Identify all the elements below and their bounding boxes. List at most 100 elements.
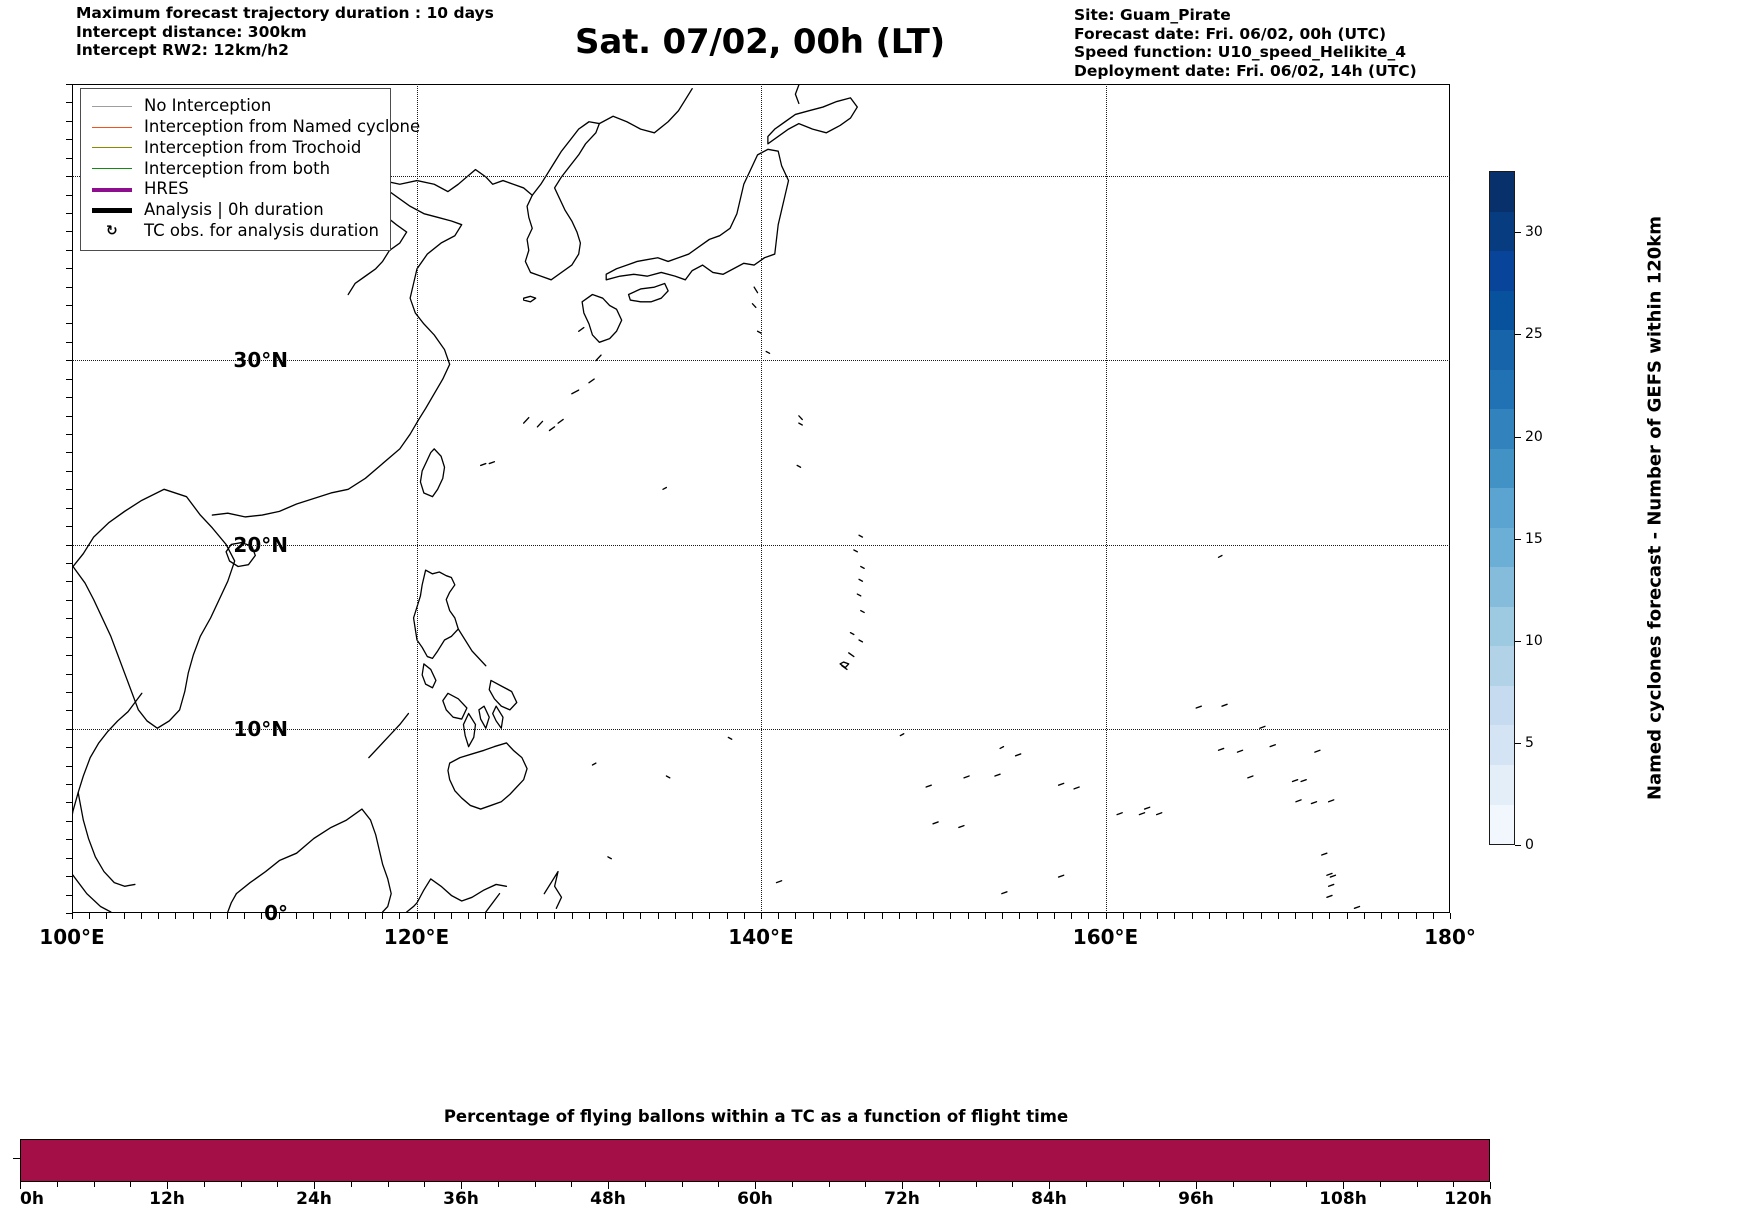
longitude-gridline (1105, 84, 1107, 913)
longitude-label: 100°E (39, 925, 105, 949)
colorbar-tick (1515, 742, 1521, 744)
legend-color-swatch (89, 207, 135, 213)
latitude-tick (66, 231, 72, 233)
latitude-tick (66, 341, 72, 343)
longitude-tick (261, 913, 263, 919)
latitude-tick (66, 857, 72, 859)
colorbar-segment (1490, 725, 1514, 765)
bottom-chart-tick-label: 36h (443, 1189, 479, 1209)
latitude-label: 30°N (233, 348, 288, 373)
latitude-tick (66, 489, 72, 491)
longitude-gridline (761, 84, 762, 913)
bottom-chart-bar[interactable] (20, 1139, 1490, 1182)
longitude-label: 160°E (1072, 925, 1139, 949)
map-legend[interactable]: No Interception Interception from Named c… (80, 88, 420, 251)
latitude-tick (66, 139, 72, 141)
longitude-tick (1450, 913, 1451, 919)
colorbar-tick (1515, 334, 1521, 336)
latitude-tick (66, 102, 72, 104)
longitude-tick (1071, 913, 1073, 919)
colorbar-segment (1490, 646, 1514, 686)
longitude-tick (364, 913, 366, 919)
longitude-tick (554, 913, 556, 919)
legend-item[interactable]: Interception from both (89, 158, 382, 179)
legend-color-swatch (89, 147, 135, 149)
latitude-tick (66, 507, 72, 509)
latitude-tick (66, 84, 72, 85)
legend-item[interactable]: Interception from Named cyclone (89, 117, 420, 138)
longitude-gridline (416, 84, 418, 913)
longitude-tick (881, 913, 883, 919)
latitude-tick (66, 691, 72, 693)
colorbar-tick (1515, 232, 1521, 234)
longitude-tick (1191, 913, 1193, 919)
latitude-tick (66, 434, 72, 436)
legend-item[interactable]: Analysis | 0h duration (89, 200, 382, 221)
bottom-chart-bar-fill (21, 1140, 1489, 1181)
legend-item-label: Analysis | 0h duration (144, 200, 324, 220)
bottom-chart-minor-tick (1453, 1182, 1455, 1187)
longitude-tick (1363, 913, 1365, 919)
legend-item[interactable]: HRES (89, 179, 382, 200)
latitude-tick (66, 655, 72, 657)
bottom-chart-tick (1490, 1182, 1491, 1189)
legend-item[interactable]: Interception from Trochoid (89, 138, 382, 159)
latitude-tick (66, 765, 72, 767)
longitude-tick (674, 913, 676, 919)
colorbar-segment (1490, 172, 1514, 212)
latitude-tick (66, 120, 72, 122)
longitude-tick (1139, 913, 1141, 919)
legend-item[interactable]: ↺ TC obs. for analysis duration (89, 221, 382, 242)
longitude-tick (158, 913, 160, 919)
longitude-tick (1036, 913, 1038, 919)
bottom-chart-minor-tick (975, 1182, 977, 1187)
bottom-chart-tick-label: 120h (1444, 1189, 1492, 1209)
bottom-chart-tick-label: 60h (737, 1189, 773, 1209)
colorbar-segment (1490, 527, 1514, 568)
longitude-tick (1053, 913, 1055, 919)
latitude-tick (66, 544, 72, 546)
bottom-chart-tick (167, 1182, 168, 1189)
latitude-tick (66, 876, 72, 878)
longitude-tick (1002, 913, 1004, 919)
longitude-tick (640, 913, 642, 919)
colorbar-tick-label: 20 (1525, 428, 1543, 445)
longitude-tick (898, 913, 900, 919)
latitude-tick (66, 526, 72, 528)
bottom-chart-tick (1343, 1182, 1344, 1189)
latitude-tick (66, 673, 72, 675)
longitude-tick (502, 913, 504, 919)
bottom-chart-tick-label: 72h (884, 1189, 920, 1209)
longitude-tick (1105, 913, 1107, 919)
latitude-tick (66, 784, 72, 786)
bottom-chart-minor-tick (571, 1182, 573, 1187)
latitude-tick (66, 286, 72, 288)
colorbar[interactable]: 0 5 10 15 20 25 30 (1489, 171, 1543, 853)
legend-item[interactable]: No Interception (89, 96, 382, 117)
longitude-tick (984, 913, 986, 919)
bottom-chart-minor-tick (56, 1182, 58, 1187)
colorbar-tick (1515, 538, 1521, 540)
colorbar-segment (1490, 488, 1514, 528)
latitude-tick (66, 176, 72, 178)
colorbar-segment (1490, 330, 1514, 370)
longitude-tick (244, 913, 246, 919)
colorbar-tick-label: 30 (1525, 224, 1543, 241)
legend-item-label: HRES (144, 179, 189, 199)
legend-line-sample (92, 126, 132, 128)
colorbar-gradient (1489, 171, 1515, 845)
legend-line-sample (92, 105, 132, 107)
longitude-tick (1381, 913, 1383, 919)
latitude-tick (66, 397, 72, 399)
colorbar-segment (1490, 448, 1514, 489)
colorbar-segment (1490, 606, 1514, 647)
longitude-tick (278, 913, 280, 919)
longitude-tick (1019, 913, 1021, 919)
longitude-tick (450, 913, 452, 919)
longitude-tick (1329, 913, 1331, 919)
header-left-line-1: Maximum forecast trajectory duration : 1… (76, 4, 494, 22)
legend-line-sample (92, 147, 132, 149)
bottom-chart-tick-label: 108h (1319, 1189, 1367, 1209)
cyclone-icon: ↺ (106, 223, 118, 240)
bottom-chart-minor-tick (497, 1182, 499, 1187)
